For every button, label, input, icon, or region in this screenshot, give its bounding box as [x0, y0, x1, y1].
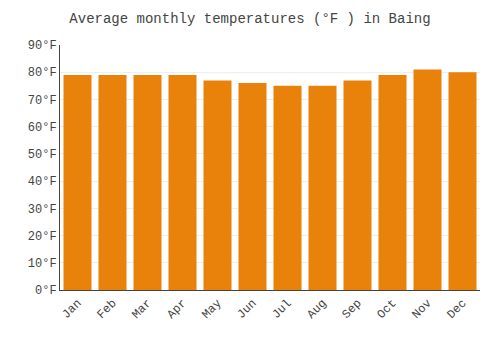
svg-text:Feb: Feb [94, 297, 119, 322]
svg-text:80°F: 80°F [28, 66, 57, 80]
svg-text:0°F: 0°F [35, 284, 57, 298]
svg-text:90°F: 90°F [28, 39, 57, 53]
svg-text:60°F: 60°F [28, 121, 57, 135]
svg-text:Sep: Sep [339, 297, 364, 322]
svg-text:70°F: 70°F [28, 94, 57, 108]
svg-text:Mar: Mar [129, 297, 154, 322]
svg-text:Apr: Apr [164, 297, 189, 322]
svg-text:Aug: Aug [304, 297, 329, 322]
svg-text:Nov: Nov [409, 297, 434, 322]
svg-text:Dec: Dec [444, 297, 469, 322]
svg-text:May: May [199, 297, 224, 322]
svg-text:Average monthly temperatures (: Average monthly temperatures (°F ) in Ba… [69, 11, 430, 27]
svg-text:Jun: Jun [234, 297, 259, 322]
svg-text:40°F: 40°F [28, 175, 57, 189]
svg-text:Jan: Jan [59, 297, 84, 322]
svg-text:Jul: Jul [269, 297, 294, 322]
svg-text:10°F: 10°F [28, 257, 57, 271]
svg-text:Oct: Oct [374, 297, 399, 322]
svg-text:30°F: 30°F [28, 203, 57, 217]
svg-text:50°F: 50°F [28, 148, 57, 162]
svg-text:20°F: 20°F [28, 230, 57, 244]
